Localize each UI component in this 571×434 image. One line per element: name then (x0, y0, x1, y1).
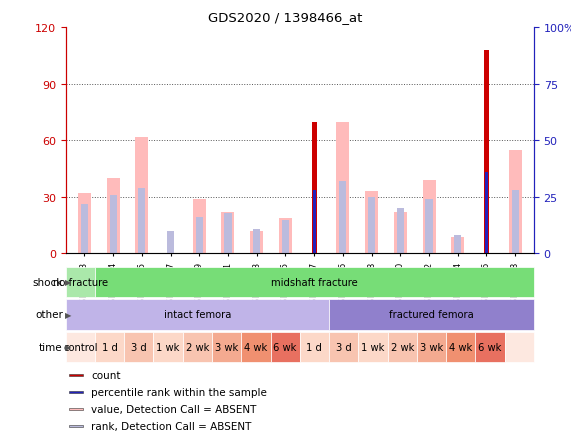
Bar (365, 192, 378, 254)
Text: 3 d: 3 d (336, 342, 352, 352)
Bar (66, 299, 329, 330)
Bar (368, 197, 375, 254)
Bar (183, 332, 212, 362)
Text: 3 wk: 3 wk (215, 342, 238, 352)
Text: rank, Detection Call = ABSENT: rank, Detection Call = ABSENT (91, 421, 252, 431)
Bar (512, 191, 519, 254)
Bar (66, 267, 95, 297)
Text: intact femora: intact femora (164, 310, 231, 319)
Text: 2 wk: 2 wk (391, 342, 414, 352)
Bar (224, 213, 231, 254)
Bar (446, 332, 475, 362)
Text: 4 wk: 4 wk (244, 342, 267, 352)
Bar (167, 231, 174, 254)
Bar (81, 204, 88, 254)
Bar (451, 237, 464, 254)
Bar (312, 122, 316, 254)
Bar (110, 195, 116, 254)
Bar (222, 213, 235, 254)
Bar (107, 179, 119, 254)
Text: value, Detection Call = ABSENT: value, Detection Call = ABSENT (91, 404, 257, 414)
Bar (95, 332, 124, 362)
Bar (394, 213, 407, 254)
Bar (454, 236, 461, 254)
Bar (193, 199, 206, 254)
Bar (336, 122, 349, 254)
Text: 1 wk: 1 wk (156, 342, 180, 352)
Bar (475, 332, 505, 362)
Bar (505, 332, 534, 362)
Text: ▶: ▶ (65, 343, 71, 352)
Text: 3 d: 3 d (131, 342, 147, 352)
Bar (417, 332, 446, 362)
Bar (66, 332, 95, 362)
Bar (196, 218, 203, 254)
Bar (135, 137, 148, 254)
Text: 2 wk: 2 wk (186, 342, 209, 352)
Bar (70, 391, 83, 393)
Text: 4 wk: 4 wk (449, 342, 472, 352)
Text: shock: shock (33, 277, 63, 287)
Bar (271, 332, 300, 362)
Text: control: control (63, 342, 98, 352)
Bar (282, 220, 289, 254)
Text: 1 d: 1 d (307, 342, 323, 352)
Text: ▶: ▶ (65, 278, 71, 286)
Bar (485, 173, 488, 254)
Bar (279, 218, 292, 254)
Bar (313, 191, 316, 254)
Bar (253, 229, 260, 254)
Bar (78, 194, 91, 254)
Bar (484, 51, 489, 254)
Bar (339, 182, 347, 254)
Bar (250, 231, 263, 254)
Bar (70, 408, 83, 410)
Text: GDS2020 / 1398466_at: GDS2020 / 1398466_at (208, 11, 363, 24)
Text: count: count (91, 370, 121, 380)
Text: other: other (35, 310, 63, 319)
Bar (509, 151, 522, 254)
Bar (423, 181, 436, 254)
Text: no fracture: no fracture (53, 277, 108, 287)
Text: 3 wk: 3 wk (420, 342, 443, 352)
Bar (70, 374, 83, 376)
Bar (397, 209, 404, 254)
Text: 1 wk: 1 wk (361, 342, 385, 352)
Text: 6 wk: 6 wk (274, 342, 297, 352)
Bar (241, 332, 271, 362)
Bar (212, 332, 241, 362)
Text: midshaft fracture: midshaft fracture (271, 277, 358, 287)
Bar (359, 332, 388, 362)
Bar (70, 425, 83, 427)
Bar (124, 332, 154, 362)
Bar (329, 332, 359, 362)
Text: ▶: ▶ (65, 310, 71, 319)
Text: 6 wk: 6 wk (478, 342, 502, 352)
Bar (425, 200, 433, 254)
Text: fractured femora: fractured femora (389, 310, 474, 319)
Bar (300, 332, 329, 362)
Text: 1 d: 1 d (102, 342, 118, 352)
Text: time: time (39, 342, 63, 352)
Text: percentile rank within the sample: percentile rank within the sample (91, 387, 267, 397)
Bar (138, 188, 146, 254)
Bar (388, 332, 417, 362)
Bar (329, 299, 534, 330)
Bar (154, 332, 183, 362)
